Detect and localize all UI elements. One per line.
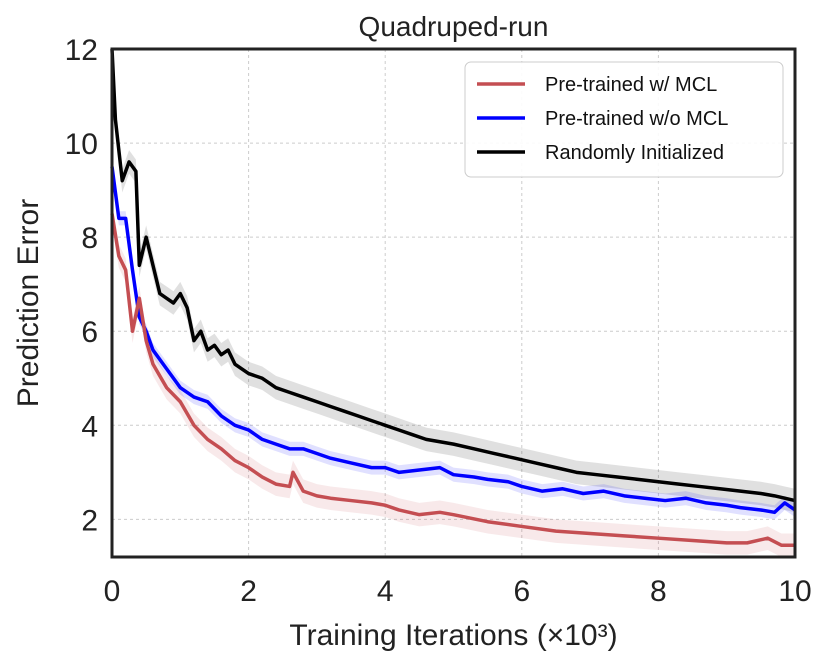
legend-box: [464, 61, 784, 178]
series-line: [110, 166, 796, 515]
y-axis-ticks: 2 4 6 8 10 12: [65, 34, 98, 537]
x-tick-label: 4: [377, 575, 394, 608]
x-axis-label: Training Iterations (×10³): [289, 619, 617, 652]
x-tick-label: 2: [240, 575, 257, 608]
x-axis-ticks: 0 2 4 6 8 10: [104, 575, 812, 608]
uncertainty-bands: [112, 49, 795, 558]
series-line: [110, 48, 796, 503]
legend-label: Randomly Initialized: [545, 142, 724, 164]
y-axis-label: Prediction Error: [12, 199, 45, 407]
legend-label: Pre-trained w/ MCL: [545, 74, 717, 96]
y-tick-label: 12: [65, 34, 98, 67]
plot-frame: [110, 47, 797, 559]
legend: Pre-trained w/ MCL Pre-trained w/o MCL Ran…: [464, 61, 784, 178]
y-tick-label: 10: [65, 128, 98, 161]
y-tick-label: 2: [81, 504, 98, 537]
legend-label: Pre-trained w/o MCL: [545, 108, 728, 130]
y-tick-label: 4: [81, 410, 98, 443]
x-tick-label: 10: [778, 575, 811, 608]
x-tick-label: 6: [513, 575, 530, 608]
series-lines: [110, 48, 796, 547]
x-tick-label: 8: [650, 575, 667, 608]
x-tick-label: 0: [104, 575, 121, 608]
y-tick-label: 6: [81, 316, 98, 349]
chart-title: Quadruped-run: [359, 11, 549, 42]
series-line: [110, 213, 795, 547]
y-tick-label: 8: [81, 222, 98, 255]
series-band: [112, 49, 795, 513]
